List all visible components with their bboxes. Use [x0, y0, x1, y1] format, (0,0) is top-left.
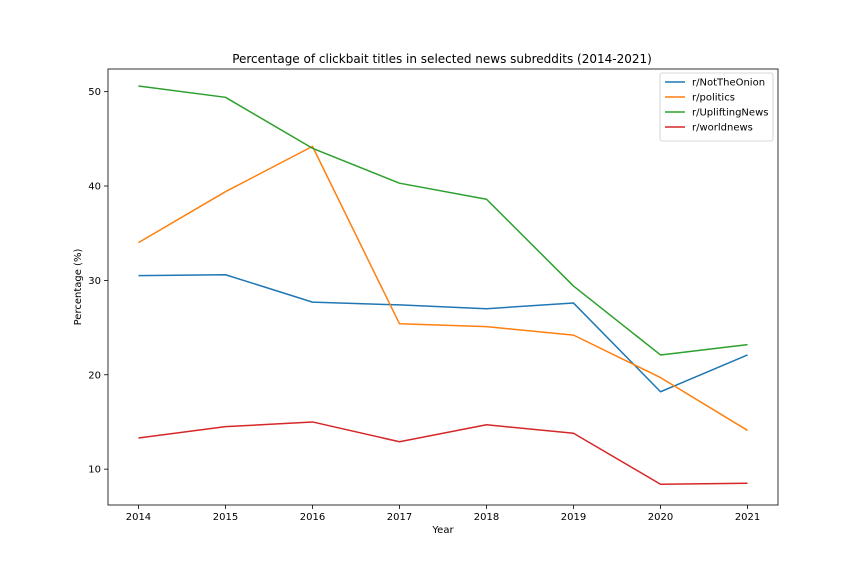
- x-axis: 2014 2015 2016 2017 2018 2019 2020 2021: [126, 505, 760, 523]
- x-tick-label: 2018: [474, 512, 499, 523]
- legend-label-politics: r/politics: [692, 93, 735, 104]
- y-tick-label: 40: [88, 182, 101, 193]
- y-tick-label: 10: [88, 465, 101, 476]
- series-line-politics: [138, 145, 748, 432]
- y-axis-label: Percentage (%): [73, 249, 84, 326]
- series-lines: [138, 85, 748, 485]
- legend-label-worldnews: r/worldnews: [692, 123, 753, 134]
- x-tick-label: 2014: [126, 512, 151, 523]
- y-tick-label: 50: [88, 87, 101, 98]
- legend: r/NotTheOnion r/politics r/UpliftingNews r/…: [659, 72, 774, 142]
- x-tick-label: 2020: [648, 512, 673, 523]
- y-tick-label: 20: [88, 370, 101, 381]
- x-tick-label: 2016: [300, 512, 325, 523]
- x-tick-label: 2021: [735, 512, 760, 523]
- x-tick-label: 2017: [387, 512, 412, 523]
- series-line-nottheonion: [138, 273, 748, 393]
- legend-label-nottheonion: r/NotTheOnion: [692, 78, 765, 89]
- legend-label-upliftingnews: r/UpliftingNews: [692, 108, 768, 119]
- x-tick-label: 2019: [561, 512, 586, 523]
- x-tick-label: 2015: [213, 512, 238, 523]
- chart-title: Percentage of clickbait titles in select…: [232, 52, 652, 66]
- y-tick-label: 30: [88, 276, 101, 287]
- legend-box: [659, 72, 774, 142]
- plot-area: [107, 68, 779, 506]
- y-axis: 10 20 30 40 50: [88, 87, 108, 476]
- series-line-upliftingnews: [138, 85, 748, 356]
- series-line-worldnews: [138, 421, 748, 485]
- x-axis-label: Year: [431, 525, 454, 536]
